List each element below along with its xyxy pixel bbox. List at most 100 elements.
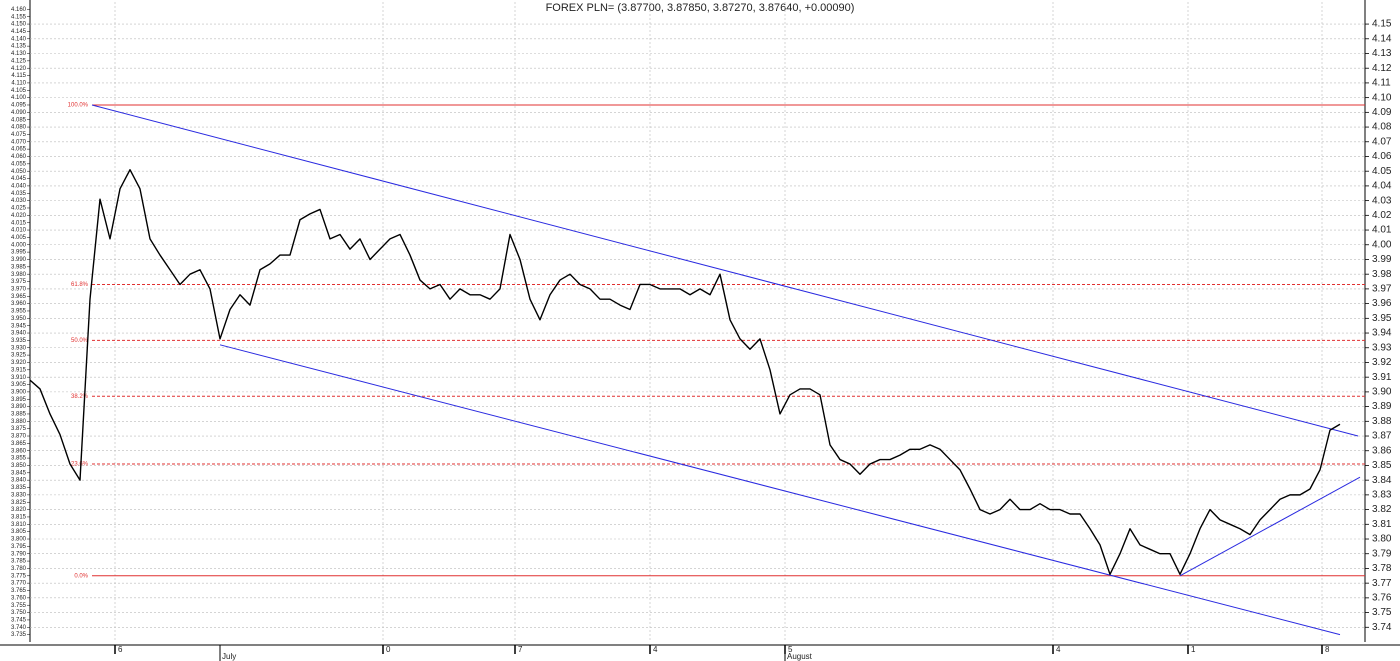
y2-tick-label: 3.85 — [1372, 460, 1392, 471]
chart-title: FOREX PLN= (3.87700, 3.87850, 3.87270, 3… — [546, 2, 855, 14]
y2-tick-label: 3.75 — [1372, 607, 1392, 618]
y2-tick-label: 4.07 — [1372, 136, 1392, 147]
y-tick-label: 3.995 — [11, 250, 27, 256]
y2-tick-label: 3.78 — [1372, 563, 1392, 574]
y-tick-label: 3.785 — [11, 559, 27, 565]
y-tick-label: 3.765 — [11, 588, 27, 594]
fib-label: 0.0% — [74, 573, 88, 579]
trend-line — [1179, 476, 1361, 577]
y2-tick-label: 3.91 — [1372, 372, 1392, 383]
y-tick-label: 4.160 — [11, 7, 27, 13]
y-tick-label: 3.735 — [11, 632, 27, 638]
y-tick-label: 3.770 — [11, 581, 27, 587]
y-tick-label: 3.980 — [11, 272, 27, 278]
y-tick-label: 4.045 — [11, 176, 27, 182]
y-tick-label: 3.975 — [11, 279, 27, 285]
x-tick-label: 7 — [518, 645, 523, 654]
y-tick-label: 3.895 — [11, 397, 27, 403]
month-label: August — [787, 652, 813, 661]
y2-tick-label: 4.15 — [1372, 19, 1392, 30]
y-tick-label: 3.790 — [11, 551, 27, 557]
y-tick-label: 3.905 — [11, 382, 27, 388]
y-tick-label: 3.830 — [11, 492, 27, 498]
y-tick-label: 3.880 — [11, 419, 27, 425]
y2-tick-label: 4.11 — [1372, 78, 1391, 89]
y-tick-label: 4.075 — [11, 132, 27, 138]
y-tick-label: 4.120 — [11, 66, 27, 72]
month-label: July — [222, 652, 236, 661]
y2-tick-label: 4.08 — [1372, 122, 1392, 133]
y2-tick-label: 4.02 — [1372, 210, 1392, 221]
y-tick-label: 4.080 — [11, 125, 27, 131]
y2-tick-label: 3.99 — [1372, 254, 1392, 265]
x-tick-label: 8 — [1325, 645, 1330, 654]
y-tick-label: 3.955 — [11, 309, 27, 315]
y-tick-label: 4.060 — [11, 154, 27, 160]
x-tick-label: 4 — [653, 645, 658, 654]
y2-tick-label: 4.06 — [1372, 151, 1392, 162]
y-tick-label: 3.740 — [11, 625, 27, 631]
y-tick-label: 4.030 — [11, 198, 27, 204]
trend-line — [91, 104, 1359, 437]
y-tick-label: 3.910 — [11, 375, 27, 381]
fib-label: 100.0% — [68, 103, 89, 109]
y-tick-label: 3.820 — [11, 507, 27, 513]
y-tick-label: 4.005 — [11, 235, 27, 241]
y-tick-label: 4.010 — [11, 228, 27, 234]
y-tick-label: 3.945 — [11, 323, 27, 329]
y2-tick-label: 3.89 — [1372, 401, 1392, 412]
y2-tick-label: 3.81 — [1372, 519, 1392, 530]
fib-label: 38.2% — [71, 394, 89, 400]
y2-tick-label: 3.96 — [1372, 298, 1392, 309]
y-tick-label: 3.780 — [11, 566, 27, 572]
y2-tick-label: 3.77 — [1372, 578, 1392, 589]
y-tick-label: 3.755 — [11, 603, 27, 609]
y-tick-label: 3.930 — [11, 345, 27, 351]
y-tick-label: 3.925 — [11, 353, 27, 359]
x-tick-label: 4 — [1056, 645, 1061, 654]
y-tick-label: 4.050 — [11, 169, 27, 175]
y-tick-label: 4.070 — [11, 139, 27, 145]
y-tick-label: 3.985 — [11, 264, 27, 270]
y-tick-label: 4.015 — [11, 220, 27, 226]
y-tick-label: 3.965 — [11, 294, 27, 300]
y-tick-label: 4.110 — [11, 80, 26, 86]
y2-tick-label: 3.95 — [1372, 313, 1392, 324]
y-tick-label: 3.865 — [11, 441, 27, 447]
y2-tick-label: 4.10 — [1372, 92, 1392, 103]
y-tick-label: 3.810 — [11, 522, 27, 528]
y-tick-label: 3.760 — [11, 595, 27, 601]
y2-tick-label: 3.80 — [1372, 534, 1392, 545]
y-tick-label: 4.020 — [11, 213, 27, 219]
y-tick-label: 3.795 — [11, 544, 27, 550]
y-tick-label: 4.135 — [11, 44, 27, 50]
y2-tick-label: 3.97 — [1372, 284, 1392, 295]
fib-label: 23.6% — [71, 462, 89, 468]
y-tick-label: 3.875 — [11, 426, 27, 432]
y-tick-label: 4.085 — [11, 117, 27, 123]
y-tick-label: 4.115 — [11, 73, 26, 79]
y-tick-label: 3.750 — [11, 610, 27, 616]
y-tick-label: 4.105 — [11, 88, 27, 94]
y-tick-label: 3.970 — [11, 286, 27, 292]
y2-tick-label: 4.00 — [1372, 239, 1392, 250]
y-tick-label: 4.095 — [11, 103, 27, 109]
y-tick-label: 3.960 — [11, 301, 27, 307]
y2-tick-label: 4.09 — [1372, 107, 1392, 118]
y-tick-label: 3.900 — [11, 389, 27, 395]
y-tick-label: 3.775 — [11, 573, 27, 579]
y-tick-label: 4.155 — [11, 14, 27, 20]
y-tick-label: 3.825 — [11, 500, 27, 506]
y-tick-label: 3.990 — [11, 257, 27, 263]
x-tick-label: 6 — [118, 645, 123, 654]
y2-tick-label: 3.90 — [1372, 387, 1392, 398]
fib-label: 61.8% — [71, 282, 89, 288]
y2-tick-label: 3.74 — [1372, 622, 1392, 633]
y-tick-label: 4.140 — [11, 36, 27, 42]
y2-tick-label: 3.83 — [1372, 490, 1392, 501]
y-tick-label: 3.890 — [11, 404, 27, 410]
y-tick-label: 4.055 — [11, 161, 27, 167]
y2-tick-label: 3.94 — [1372, 328, 1392, 339]
trend-line — [219, 344, 1341, 636]
